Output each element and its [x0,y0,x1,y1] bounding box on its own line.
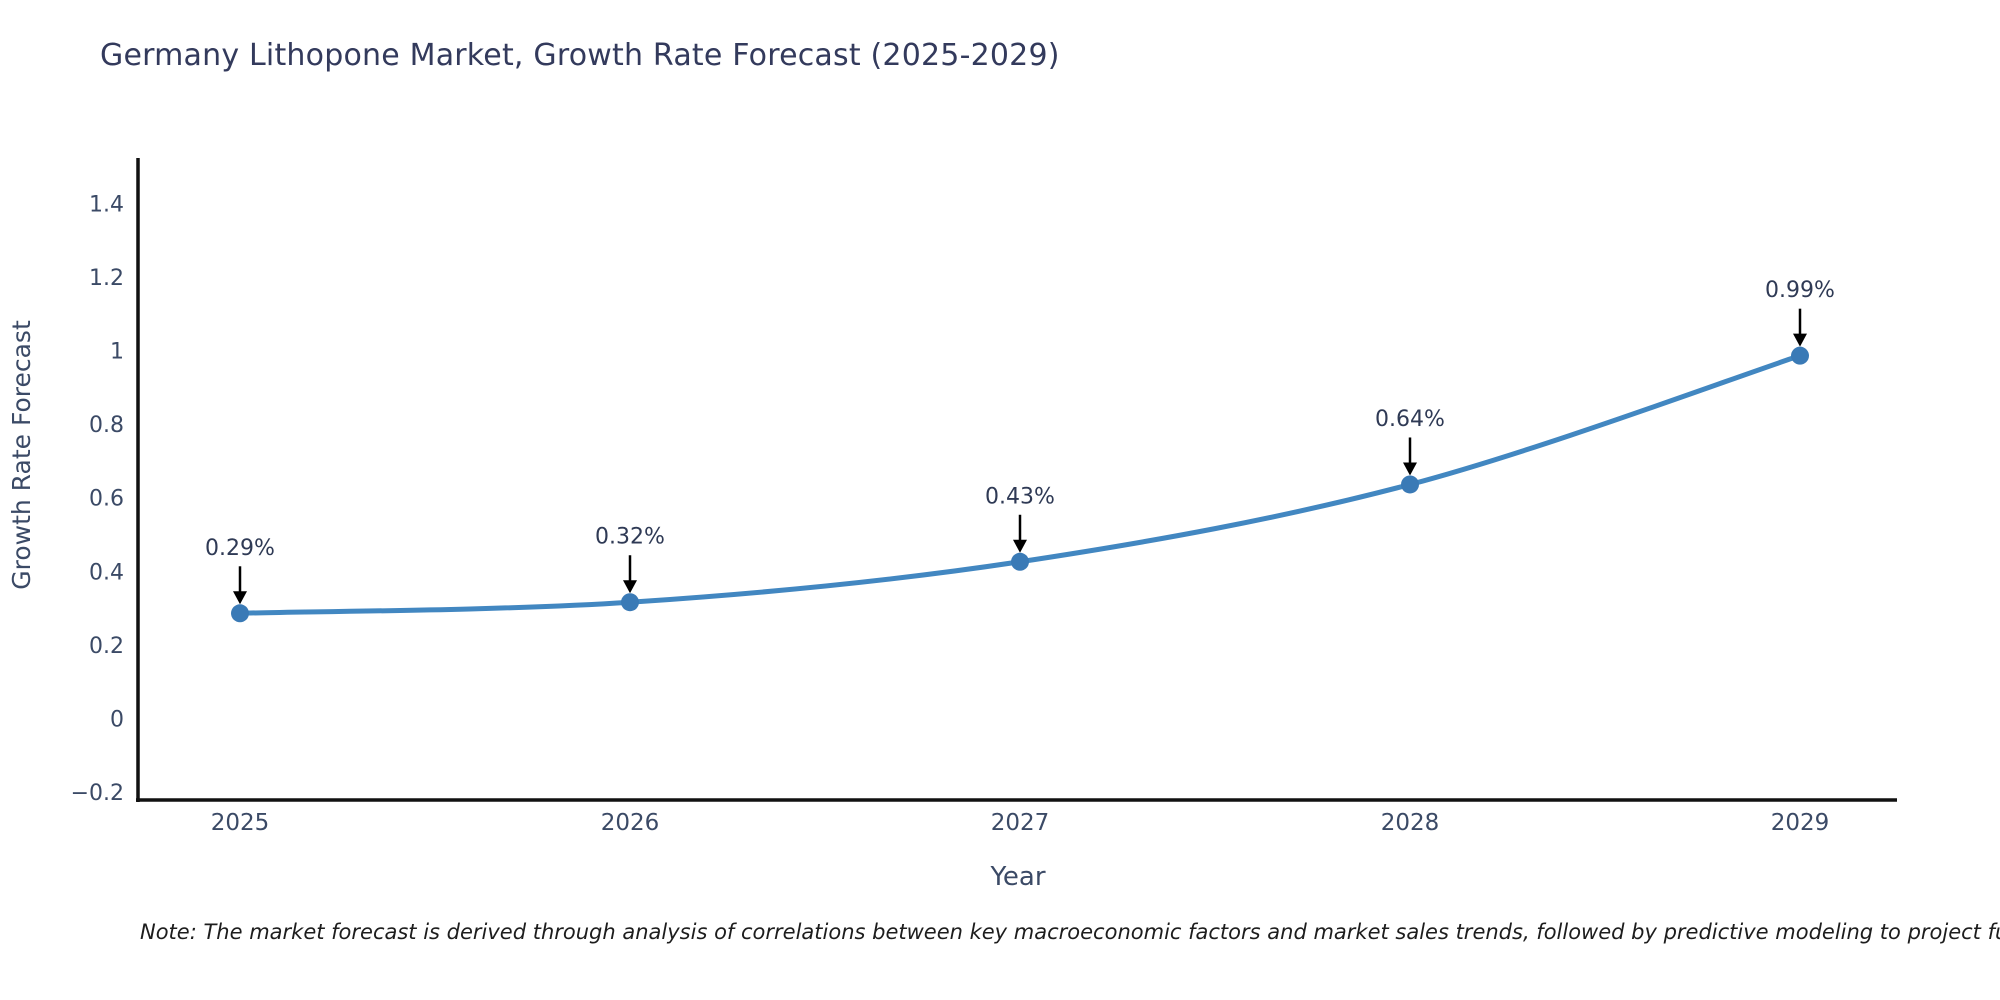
plot-area[interactable] [138,158,1897,800]
data-point-marker[interactable] [1791,346,1809,365]
y-tick-label: −0.2 [71,781,124,806]
point-value-label: 0.64% [1375,407,1445,432]
annotation-arrowhead-icon [623,580,637,594]
x-tick-label: 2027 [991,810,1050,836]
annotation-arrowhead-icon [1403,462,1417,476]
point-value-label: 0.32% [595,525,665,550]
y-axis-title: Growth Rate Forecast [7,320,36,590]
y-tick-label: 0.4 [89,560,124,585]
x-tick-label: 2025 [211,810,270,836]
x-tick-label: 2026 [601,810,660,836]
x-tick-label: 2029 [1771,810,1830,836]
y-tick-label: 0.8 [89,413,124,438]
annotation-arrowhead-icon [233,591,247,605]
data-point-marker[interactable] [1401,475,1419,494]
x-tick-label: 2028 [1381,810,1440,836]
data-point-marker[interactable] [621,593,639,612]
y-tick-label: 1.2 [89,266,124,291]
x-axis-title: Year [989,862,1045,892]
chart-title: Germany Lithopone Market, Growth Rate Fo… [100,38,1060,73]
point-value-label: 0.99% [1765,278,1835,303]
data-point-marker[interactable] [231,604,249,623]
y-tick-label: 1 [110,340,124,365]
y-tick-label: 1.4 [89,192,124,217]
point-value-label: 0.43% [985,484,1055,509]
y-tick-label: 0.2 [89,634,124,659]
annotation-arrowhead-icon [1793,333,1807,347]
point-value-label: 0.29% [205,536,275,561]
data-point-marker[interactable] [1011,552,1029,571]
chart-footnote: Note: The market forecast is derived thr… [140,920,2000,944]
y-tick-label: 0.6 [89,487,124,512]
annotation-arrowhead-icon [1013,539,1027,553]
y-tick-label: 0 [110,708,124,733]
